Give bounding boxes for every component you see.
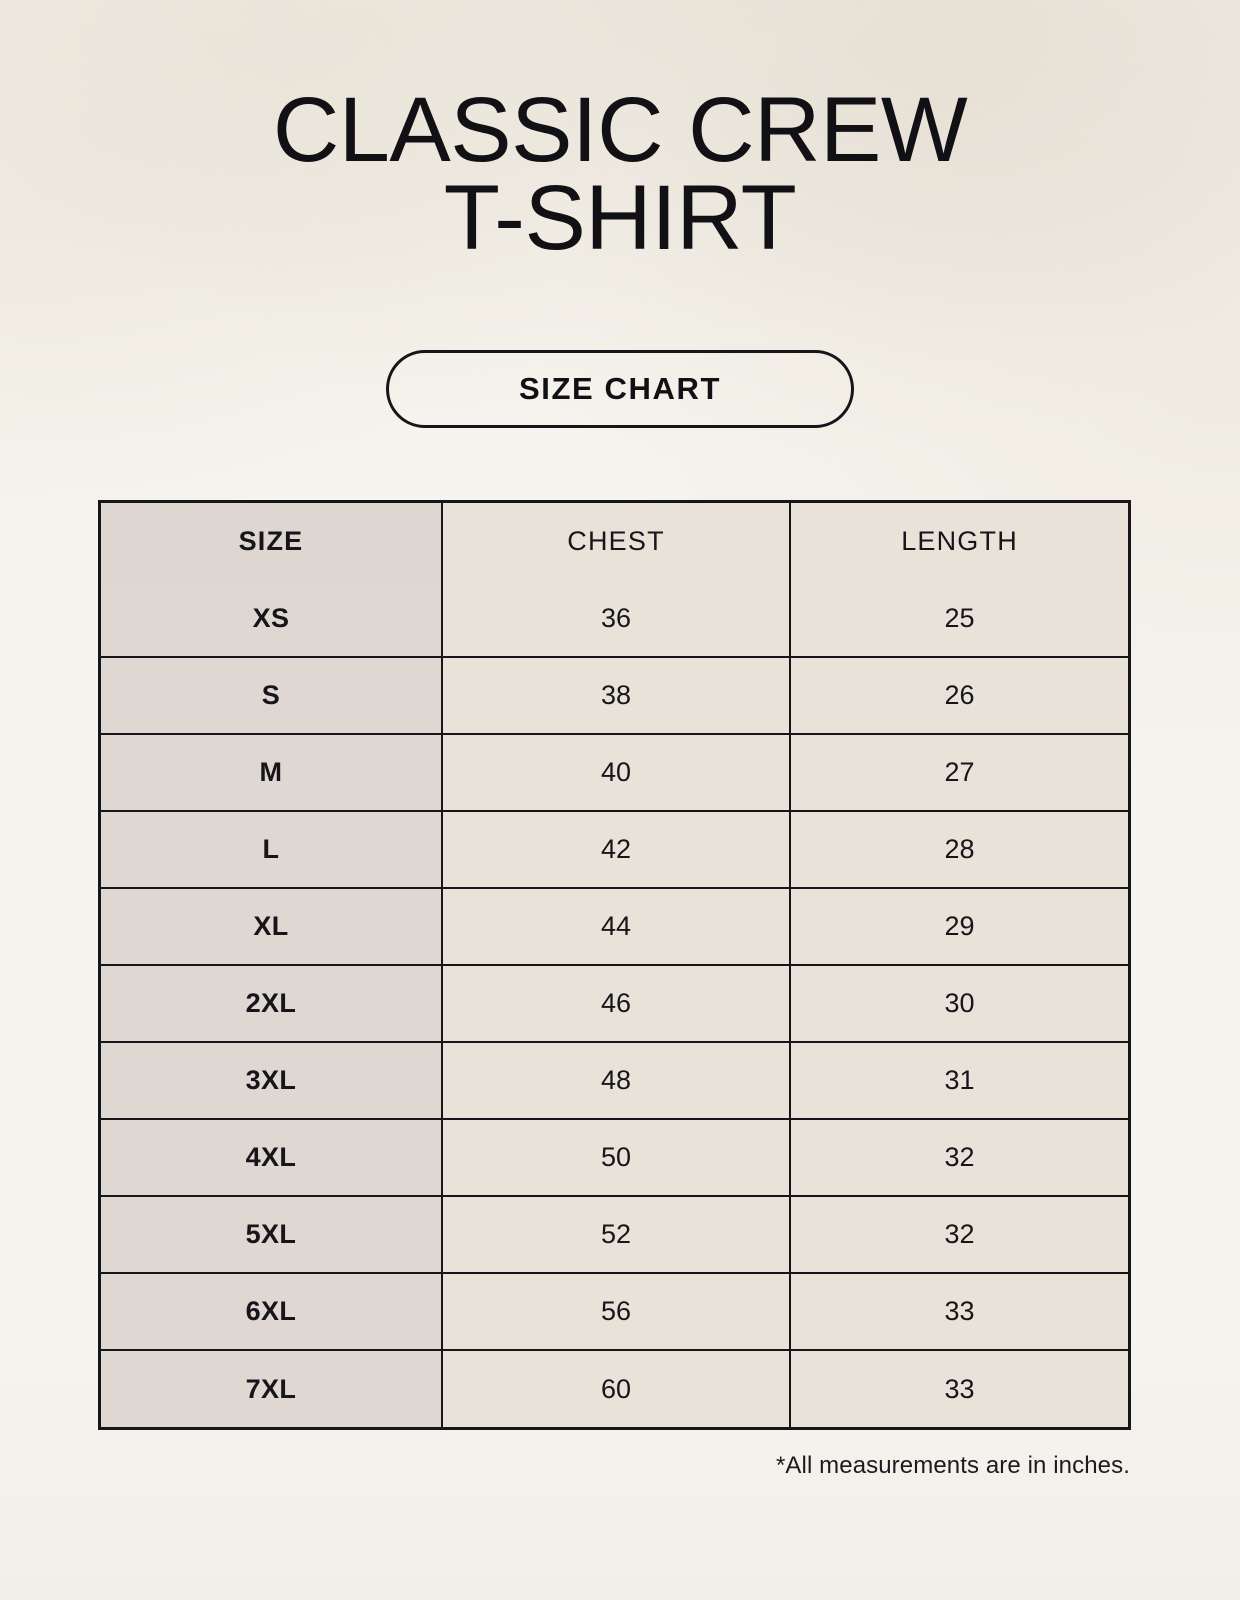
cell-chest: 50 [440,1119,791,1197]
table-row: M 40 27 [101,734,1128,812]
cell-length: 25 [789,580,1128,658]
cell-length: 32 [789,1119,1128,1197]
table-row: XL 44 29 [101,888,1128,966]
table-header: SIZE CHEST LENGTH [101,503,1128,580]
page-title-line-1: CLASSIC CREW [272,79,968,181]
table-row: XS 36 25 [101,580,1128,658]
table-row: 6XL 56 33 [101,1273,1128,1351]
cell-chest: 60 [440,1350,791,1427]
table-row: 7XL 60 33 [101,1350,1128,1427]
cell-chest: 48 [440,1042,791,1120]
cell-size: 6XL [101,1273,442,1351]
cell-length: 27 [789,734,1128,812]
cell-chest: 42 [440,811,791,889]
size-chart-table: SIZE CHEST LENGTH XS 36 25 S 38 26 M 40 27 L 42 28 X… [98,500,1131,1430]
cell-size: 7XL [101,1350,442,1427]
cell-chest: 52 [440,1196,791,1274]
column-header-size: SIZE [101,503,442,580]
column-header-chest: CHEST [440,503,791,580]
table-row: 5XL 52 32 [101,1196,1128,1274]
page-title: CLASSIC CREW T-SHIRT [0,84,1240,270]
cell-length: 33 [789,1273,1128,1351]
table-row: S 38 26 [101,657,1128,735]
cell-length: 30 [789,965,1128,1043]
table-row: 3XL 48 31 [101,1042,1128,1120]
cell-size: 5XL [101,1196,442,1274]
cell-length: 32 [789,1196,1128,1274]
cell-chest: 56 [440,1273,791,1351]
cell-size: 4XL [101,1119,442,1197]
cell-chest: 46 [440,965,791,1043]
page-title-line-2: T-SHIRT [443,167,797,270]
cell-length: 28 [789,811,1128,889]
cell-size: L [101,811,442,889]
column-header-length: LENGTH [789,503,1128,580]
cell-size: 3XL [101,1042,442,1120]
cell-length: 33 [789,1350,1128,1427]
size-chart-badge-wrapper: SIZE CHART [0,350,1240,428]
cell-length: 31 [789,1042,1128,1120]
cell-chest: 36 [440,580,791,658]
cell-size: S [101,657,442,735]
measurement-footnote: *All measurements are in inches. [775,1452,1130,1479]
table-row: 4XL 50 32 [101,1119,1128,1197]
cell-size: 2XL [101,965,442,1043]
cell-size: XL [101,888,442,966]
table-header-row: SIZE CHEST LENGTH [101,503,1128,580]
table-row: L 42 28 [101,811,1128,889]
cell-length: 26 [789,657,1128,735]
cell-chest: 38 [440,657,791,735]
cell-chest: 44 [440,888,791,966]
table-body: XS 36 25 S 38 26 M 40 27 L 42 28 XL 44 29 2XL 46 30 3XL 48 3… [101,580,1128,1427]
table-row: 2XL 46 30 [101,965,1128,1043]
cell-chest: 40 [440,734,791,812]
cell-size: XS [101,580,442,658]
size-chart-badge: SIZE CHART [386,350,854,428]
cell-length: 29 [789,888,1128,966]
cell-size: M [101,734,442,812]
